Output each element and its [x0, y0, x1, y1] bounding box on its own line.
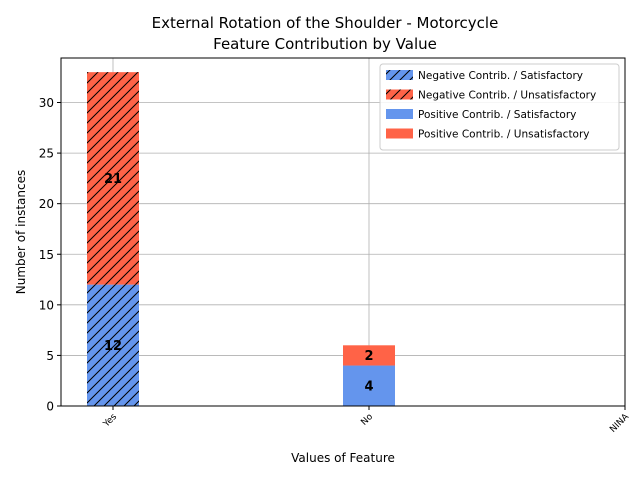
x-axis-label: Values of Feature: [291, 451, 395, 465]
y-tick-label: 25: [39, 147, 54, 161]
data-labels-layer: 12 21 4 2: [104, 172, 374, 394]
y-ticks-layer: 0 5 10 15 20 25 30: [39, 96, 61, 414]
bar-hatch: [87, 72, 139, 285]
bar-value-label: 21: [104, 172, 122, 187]
y-tick-label: 15: [39, 248, 54, 262]
legend-swatch: [386, 128, 413, 139]
x-ticks-layer: Yes No NINA: [101, 406, 632, 435]
y-axis-label: Number of instances: [14, 170, 28, 295]
bar-value-label: 2: [364, 349, 373, 364]
plot-frame: [60, 57, 626, 407]
legend-label: Negative Contrib. / Satisfactory: [418, 70, 583, 82]
bars-layer: [87, 72, 395, 406]
y-tick-label: 30: [39, 96, 54, 110]
bar-segment: [343, 345, 395, 366]
legend: Negative Contrib. / Satisfactory Negative…: [379, 63, 620, 151]
chart-title-line2: Feature Contribution by Value: [213, 35, 437, 53]
legend-swatch: [386, 109, 413, 119]
legend-label: Positive Contrib. / Unsatisfactory: [418, 129, 590, 141]
y-tick-label: 0: [46, 400, 54, 414]
x-tick-label: NINA: [608, 411, 631, 434]
legend-label: Positive Contrib. / Satisfactory: [418, 109, 576, 121]
bar-hatch: [87, 284, 139, 406]
legend-swatch-hatch: [386, 70, 413, 80]
legend-box: [379, 63, 620, 151]
legend-swatch-hatch: [386, 89, 413, 100]
y-tick-label: 20: [39, 197, 54, 211]
bar-value-label: 4: [364, 379, 373, 394]
chart-title-line1: External Rotation of the Shoulder - Moto…: [152, 14, 499, 32]
bar-segment: [343, 365, 395, 406]
y-tick-label: 5: [46, 349, 54, 363]
legend-label: Negative Contrib. / Unsatisfactory: [418, 90, 596, 102]
x-tick-label: No: [359, 412, 375, 428]
bar-value-label: 12: [104, 339, 122, 354]
y-tick-label: 10: [39, 298, 54, 312]
x-tick-label: Yes: [101, 412, 119, 430]
